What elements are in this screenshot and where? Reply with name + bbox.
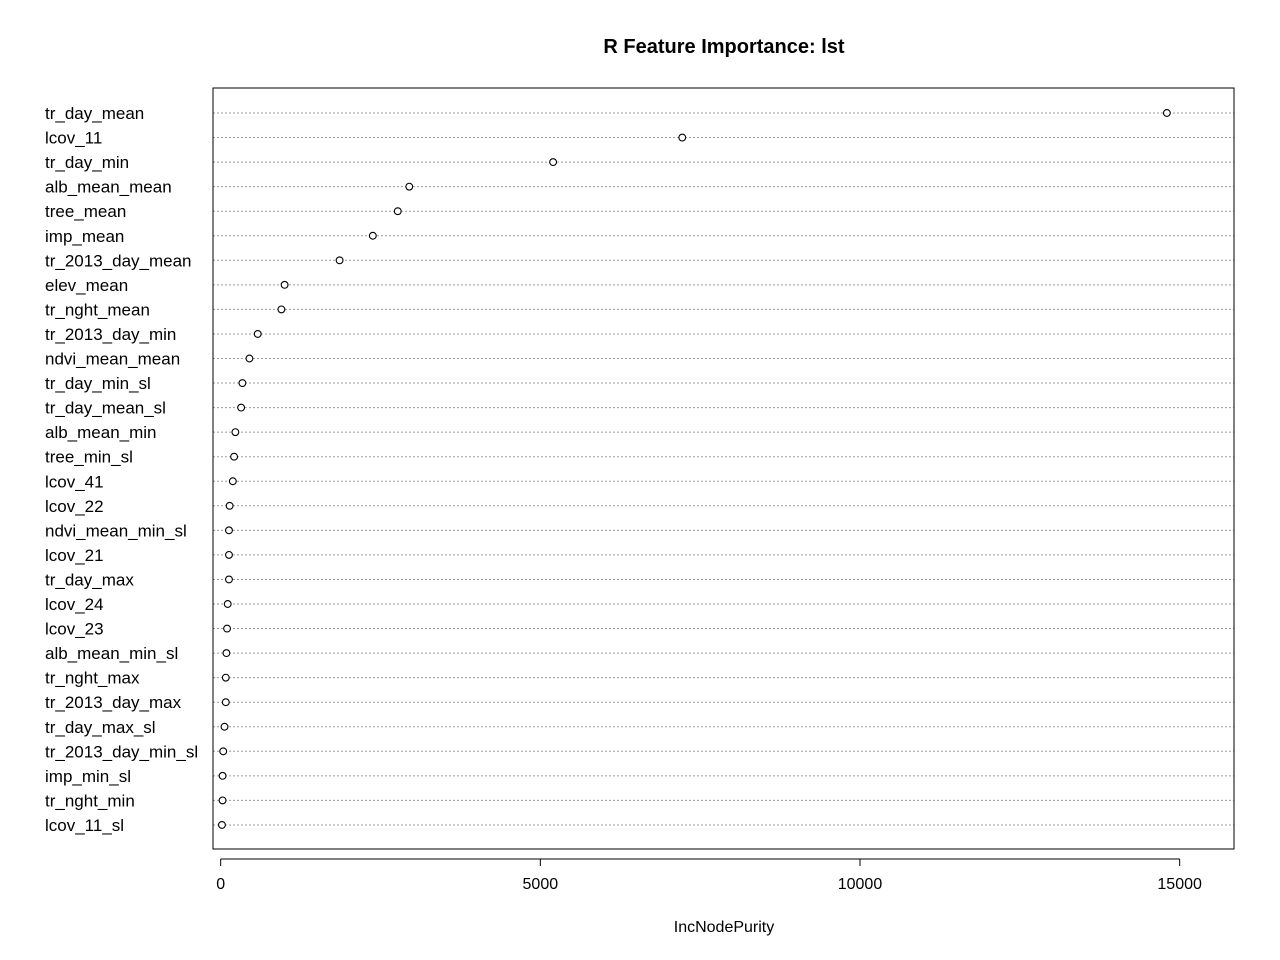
data-point [238,379,247,387]
category-label: lcov_11_sl [45,816,124,835]
category-label: tr_day_min [45,153,129,172]
data-point [280,280,289,289]
category-label: tr_nght_min [45,791,135,810]
data-point [220,722,229,731]
data-point [218,796,227,805]
x-tick-label: 10000 [838,876,883,893]
x-tick-label: 15000 [1157,876,1202,893]
data-point [221,698,230,707]
category-label: elev_mean [45,276,128,295]
category-label: tr_day_mean_sl [45,399,166,418]
category-label: tr_day_max [45,570,134,589]
category-label: lcov_24 [45,595,104,614]
category-label: lcov_23 [45,620,104,639]
data-point [237,403,246,412]
data-point [253,330,262,338]
x-tick-label: 5000 [523,876,559,893]
x-axis-title: IncNodePurity [674,919,775,936]
data-point [549,158,558,167]
data-point [335,256,344,265]
data-point [277,305,286,314]
category-label: tr_2013_day_mean [45,251,192,270]
grid-lines [213,112,1234,826]
data-point [218,820,226,829]
data-point [678,133,687,142]
data-point [230,452,239,461]
category-label: alb_mean_min_sl [45,644,178,663]
category-label: tree_mean [45,202,126,221]
category-label: tr_2013_day_min_sl [45,742,198,761]
category-label: tr_day_min_sl [45,374,151,393]
category-label: lcov_11 [45,129,102,148]
category-label: alb_mean_min [45,423,157,442]
data-point [225,526,233,535]
data-point [225,501,234,510]
data-point [245,354,254,363]
data-point [225,575,233,584]
category-label: ndvi_mean_min_sl [45,521,187,540]
category-label: tree_min_sl [45,448,133,467]
category-label: lcov_41 [45,472,104,491]
x-axis: 0 5000 10000 15000 [216,858,1202,893]
data-point [405,182,414,191]
data-point [228,477,237,486]
category-label: imp_min_sl [45,767,131,786]
category-label: alb_mean_mean [45,178,172,197]
x-tick-label: 0 [216,876,225,893]
category-label: tr_2013_day_min [45,325,176,344]
category-labels: tr_day_mean lcov_11 tr_day_min alb_mean_mea… [45,104,198,835]
data-point [222,649,231,658]
data-point [223,600,232,608]
data-point [225,550,233,559]
data-point [221,673,230,682]
data-point [368,231,377,240]
data-point [219,747,228,756]
category-label: imp_mean [45,227,124,246]
data-point [231,428,240,437]
category-label: lcov_21 [45,546,104,565]
category-label: tr_nght_max [45,669,140,688]
data-point [223,624,232,633]
data-point [393,207,402,216]
category-label: ndvi_mean_mean [45,350,180,369]
category-label: tr_2013_day_max [45,693,182,712]
chart-title: R Feature Importance: lst [603,36,845,58]
data-points [218,109,1171,829]
category-label: tr_day_mean [45,104,144,123]
category-label: tr_day_max_sl [45,718,156,737]
category-label: tr_nght_mean [45,300,150,319]
data-point [1162,109,1171,117]
category-label: lcov_22 [45,497,104,516]
data-point [218,771,227,780]
plot-frame [212,87,1235,850]
